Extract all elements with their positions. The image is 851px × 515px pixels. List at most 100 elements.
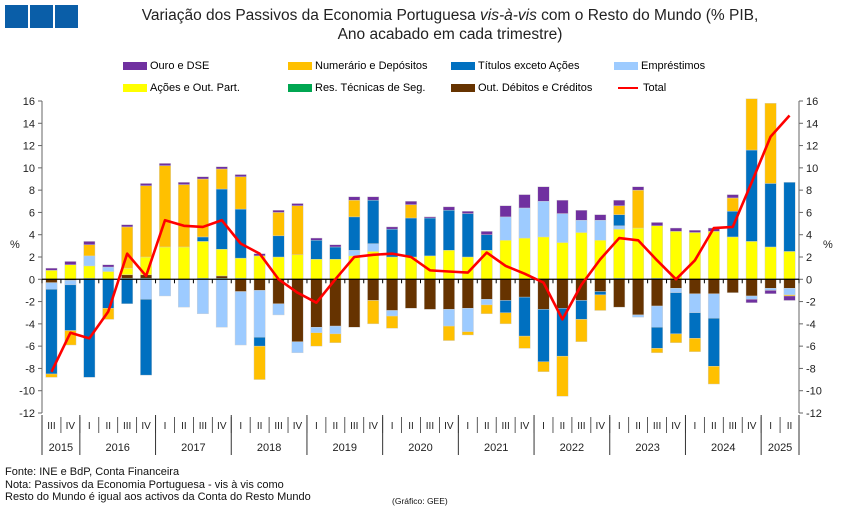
- bar-segment: [651, 279, 663, 307]
- bar-segment: [45, 282, 58, 290]
- legend-item-out-debitos: Out. Débitos e Créditos: [451, 82, 592, 94]
- y-tick-label-left: -12: [19, 408, 35, 420]
- bar-segment: [83, 244, 96, 257]
- quarter-label: I: [694, 421, 697, 432]
- bar-segment: [575, 319, 588, 342]
- bar-segment: [159, 163, 171, 166]
- bar-segment: [707, 279, 720, 294]
- year-label: 2024: [711, 442, 735, 454]
- bar-segment: [348, 250, 361, 257]
- note-line-2: Resto do Mundo é igual aos activos da Co…: [5, 491, 311, 503]
- bar-segment: [272, 303, 285, 316]
- bar-segment: [745, 295, 758, 300]
- bar-segment: [121, 274, 134, 279]
- bar-segment: [83, 241, 96, 245]
- y-tick-label-left: -10: [19, 386, 35, 398]
- bar-segment: [499, 240, 512, 280]
- y-tick-label-right: -6: [806, 341, 816, 353]
- quarter-label: IV: [596, 421, 606, 432]
- bar-segment: [367, 300, 380, 325]
- legend-item-ouro: Ouro e DSE: [123, 60, 209, 72]
- legend-label: Res. Técnicas de Seg.: [315, 82, 426, 94]
- bar-segment: [424, 217, 436, 257]
- bar-segment: [234, 291, 247, 346]
- bar-segment: [405, 201, 417, 205]
- logo-block: [55, 5, 78, 28]
- y-tick-label-right: 2: [806, 252, 812, 264]
- bar-segment: [121, 224, 134, 228]
- quarter-label: II: [408, 421, 414, 432]
- quarter-label: III: [199, 421, 207, 432]
- bar-segment: [689, 293, 701, 313]
- bar-segment: [178, 184, 190, 248]
- bar-segment: [689, 230, 701, 233]
- quarter-label: II: [257, 421, 263, 432]
- year-label: 2018: [257, 442, 281, 454]
- bar-segment: [556, 199, 569, 214]
- bar-segment: [196, 236, 209, 242]
- y-tick-label-left: 10: [23, 163, 35, 175]
- y-tick-label-left: -6: [25, 341, 35, 353]
- bar-segment: [707, 366, 720, 385]
- bar-segment: [575, 209, 588, 221]
- y-tick-label-right: 8: [806, 185, 812, 197]
- bar-segment: [405, 204, 417, 219]
- quarter-label: II: [484, 421, 490, 432]
- y-tick-label-right: 16: [806, 96, 818, 108]
- bar-segment: [272, 235, 285, 258]
- year-label: 2016: [105, 442, 129, 454]
- bar-segment: [594, 294, 607, 311]
- quarter-label: I: [769, 421, 772, 432]
- bar-segment: [253, 279, 266, 291]
- bar-segment: [64, 280, 77, 286]
- bar-segment: [537, 201, 550, 238]
- quarter-label: II: [105, 421, 111, 432]
- bar-segment: [783, 295, 796, 301]
- y-axis-label-left: %: [10, 239, 20, 251]
- bar-segment: [764, 246, 777, 280]
- quarter-label: IV: [444, 421, 454, 432]
- bar-segment: [424, 216, 436, 219]
- bar-segment: [83, 265, 96, 279]
- quarter-label: III: [501, 421, 509, 432]
- quarter-label: I: [88, 421, 91, 432]
- bar-segment: [140, 183, 152, 186]
- bar-segment: [291, 341, 304, 354]
- bar-segment: [670, 292, 682, 335]
- legend-swatch: [123, 84, 147, 92]
- bar-segment: [480, 279, 493, 300]
- bar-segment: [556, 279, 569, 309]
- chart-area: -12 -12 -10 -10 -8 -8 -6 -6 -4 -4 -2 -2 0 0 2 2 4 4 6 6 8 8 10…: [10, 96, 833, 455]
- bar-segment: [707, 318, 720, 367]
- bar-segment: [234, 208, 247, 259]
- bar-segment: [102, 266, 115, 272]
- y-tick-label-right: 6: [806, 207, 812, 219]
- quarter-label: III: [577, 421, 585, 432]
- y-tick-label-left: 14: [23, 118, 35, 130]
- bar-segment: [689, 312, 701, 339]
- bar-segment: [480, 304, 493, 315]
- bar-segment: [461, 279, 474, 309]
- legend-item-titulos: Títulos exceto Ações: [451, 60, 580, 72]
- bar-segment: [537, 361, 550, 372]
- legend-label: Títulos exceto Ações: [478, 60, 580, 72]
- quarter-label: III: [274, 421, 282, 432]
- bar-segment: [159, 279, 171, 297]
- quarter-label: III: [47, 421, 55, 432]
- bar-segment: [64, 330, 77, 346]
- bar-segment: [386, 256, 398, 280]
- bar-segment: [499, 312, 512, 325]
- bar-segment: [670, 333, 682, 343]
- bar-segment: [234, 279, 247, 292]
- quarter-label: IV: [141, 421, 151, 432]
- bar-segment: [196, 178, 209, 238]
- bar-segment: [575, 300, 588, 320]
- quarter-label: II: [560, 421, 566, 432]
- bar-segment: [83, 255, 96, 267]
- bar-segment: [556, 355, 569, 397]
- bar-segment: [310, 259, 323, 280]
- bar-segment: [83, 279, 96, 378]
- y-tick-label-left: 12: [23, 141, 35, 153]
- quarter-label: IV: [66, 421, 76, 432]
- bar-segment: [613, 214, 626, 227]
